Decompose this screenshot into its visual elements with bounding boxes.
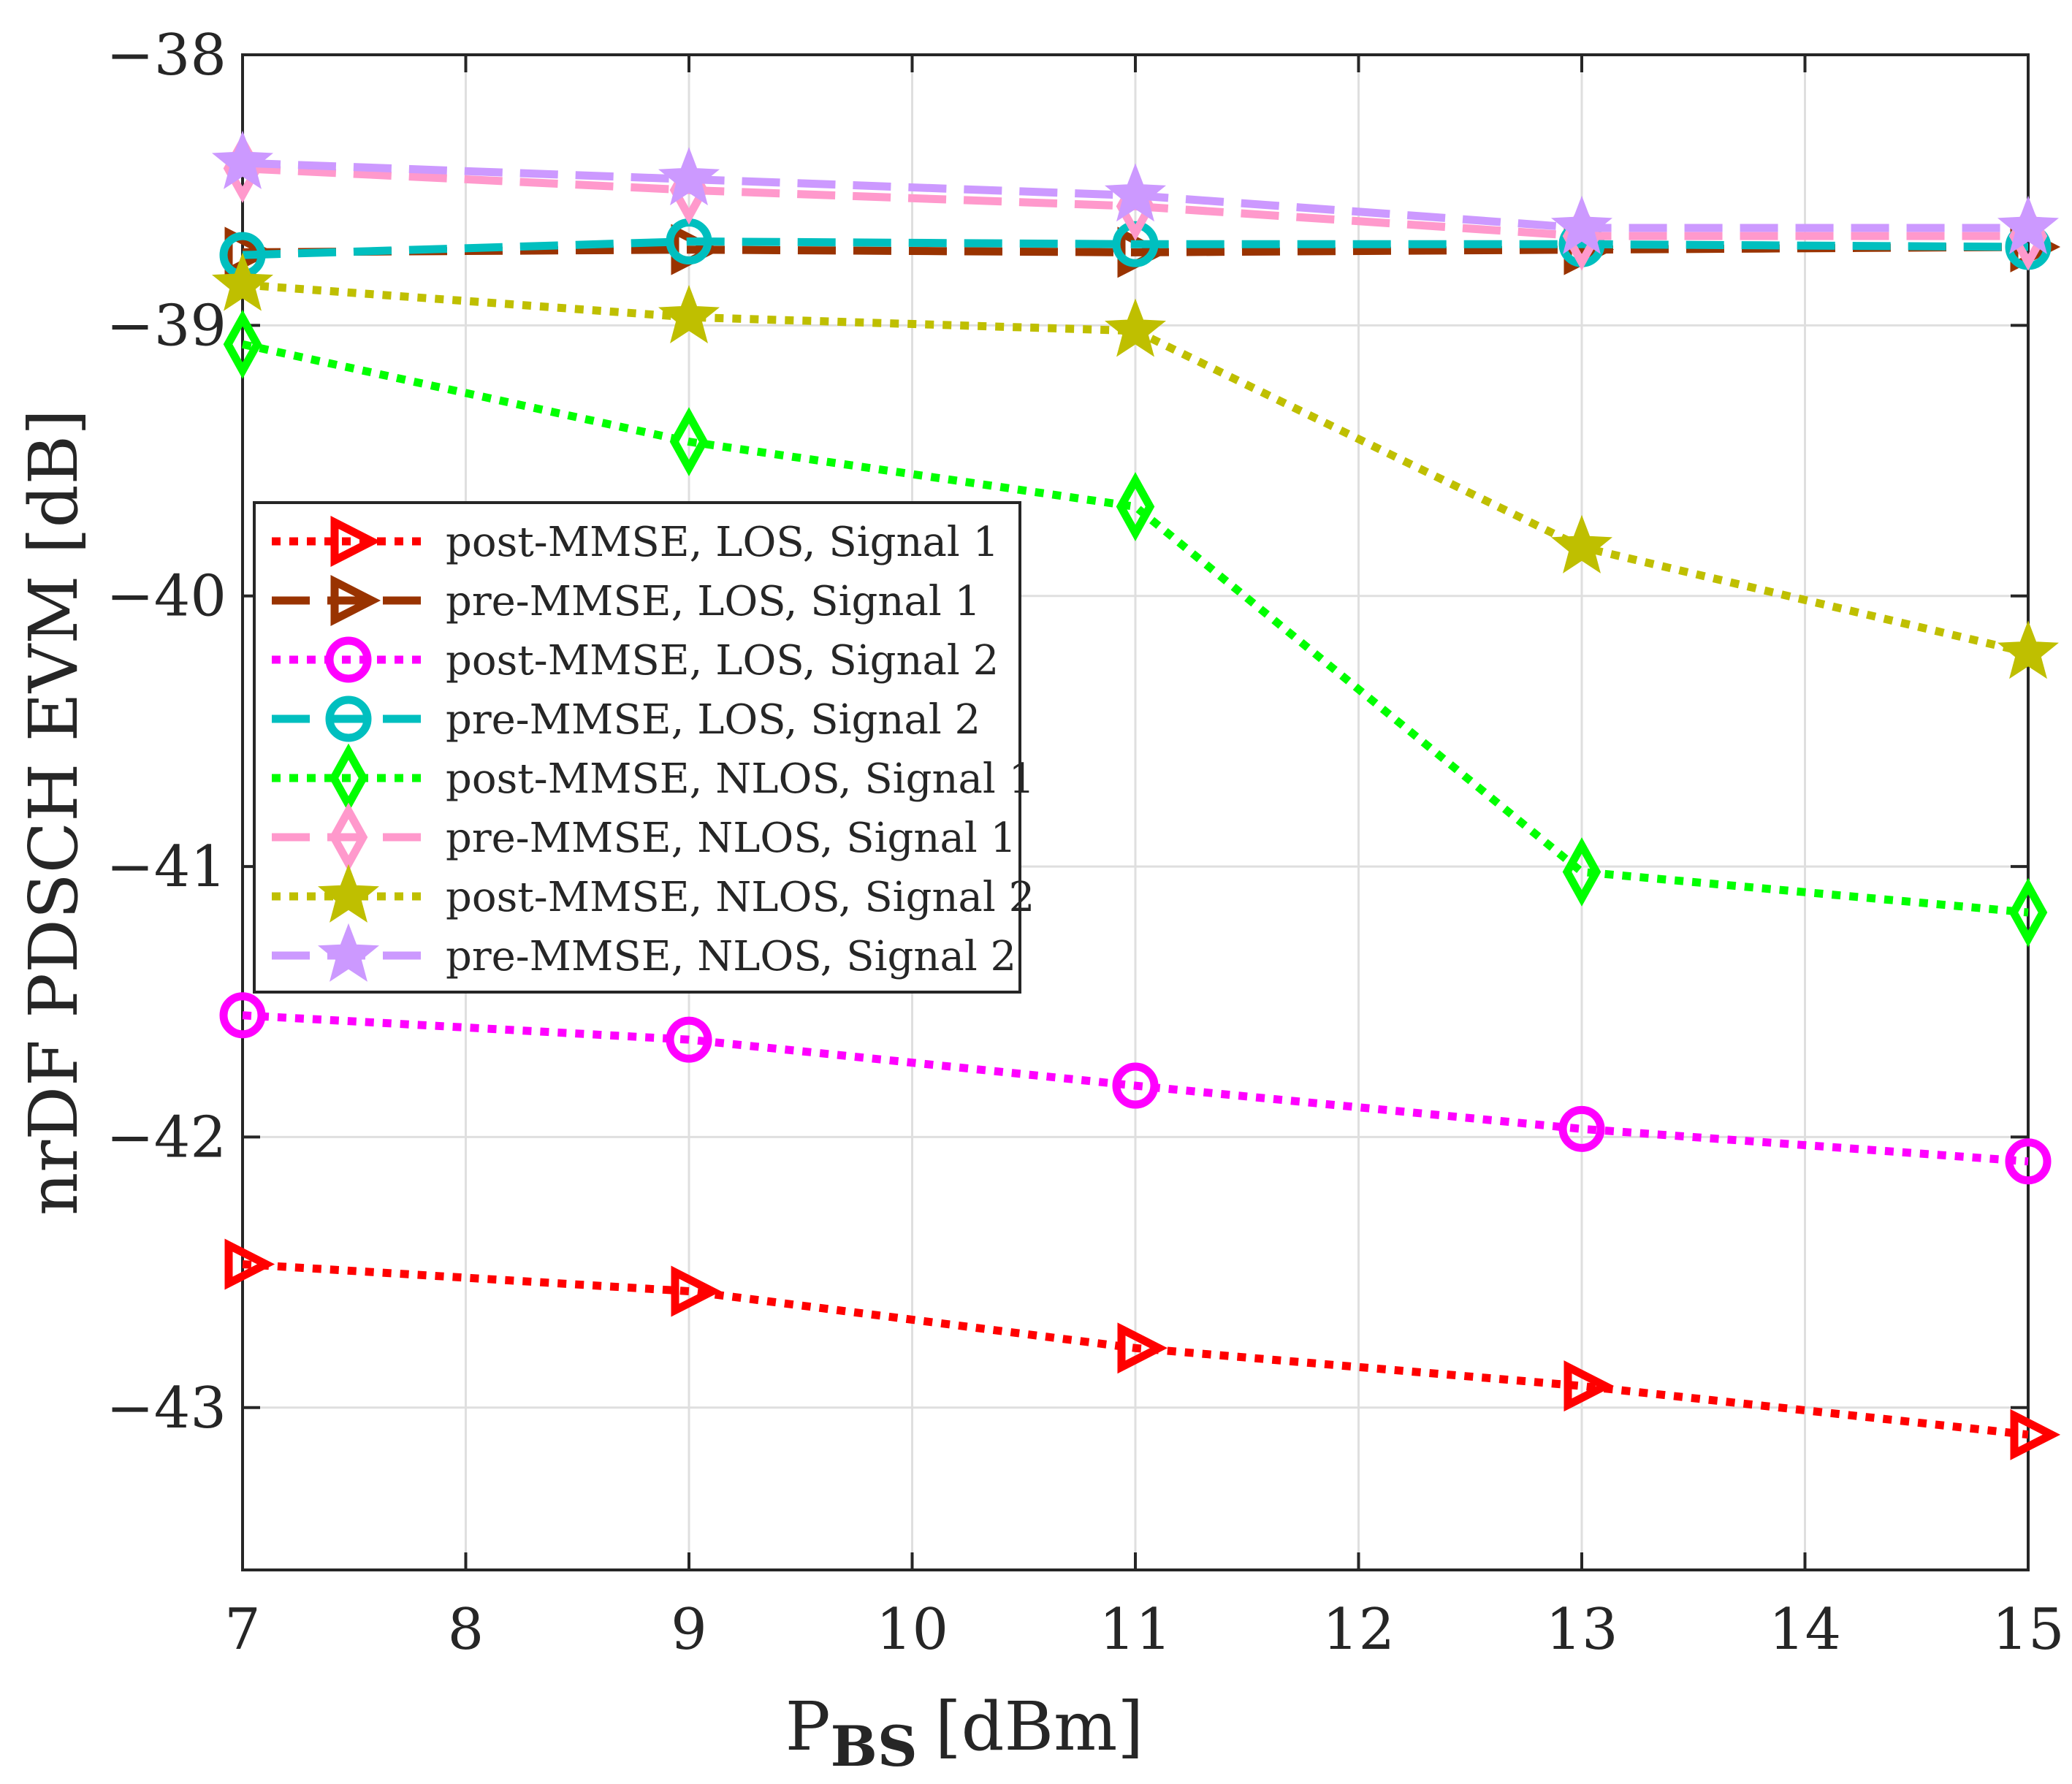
legend-label: pre-MMSE, LOS, Signal 1 [446, 578, 980, 625]
series-3 [219, 992, 2052, 1185]
data-point-marker [211, 252, 274, 311]
x-tick-label: 10 [876, 1597, 948, 1663]
legend-label: pre-MMSE, NLOS, Signal 2 [446, 933, 1016, 980]
data-point-marker [224, 1238, 275, 1290]
data-point-marker [1112, 1062, 1159, 1109]
series-line [242, 237, 2029, 259]
data-point-marker [2005, 1138, 2052, 1185]
series-layer [211, 130, 2061, 1460]
data-point-marker [1104, 163, 1167, 222]
series-line [242, 1260, 2029, 1439]
legend-entry: post-MMSE, LOS, Signal 2 [272, 636, 999, 685]
data-point-marker [2008, 877, 2048, 948]
legend-marker [329, 802, 368, 872]
legend-entry: post-MMSE, LOS, Signal 1 [272, 516, 999, 567]
series-line [242, 243, 2029, 256]
series-1 [224, 1238, 2061, 1460]
y-axis-title: nrDF PDSCH EVM [dB] [15, 409, 93, 1216]
series-line [242, 281, 2030, 657]
series-5 [223, 309, 2048, 948]
data-point-marker [1997, 620, 2060, 679]
legend-entry: pre-MMSE, LOS, Signal 2 [272, 695, 980, 744]
legend-marker [318, 864, 379, 923]
data-point-marker [671, 1265, 722, 1317]
data-point-marker [1563, 1360, 1615, 1412]
legend-entry: post-MMSE, NLOS, Signal 2 [272, 864, 1035, 923]
data-point-marker [1116, 472, 1155, 541]
x-tick-label: 7 [224, 1597, 261, 1663]
data-point-marker [1550, 195, 1613, 254]
y-tick-label: −40 [106, 564, 226, 630]
x-tick-label: 9 [671, 1597, 707, 1663]
data-point-marker [658, 147, 720, 206]
x-tick-label: 8 [448, 1597, 484, 1663]
legend-marker [325, 636, 372, 683]
data-point-marker [1562, 837, 1601, 907]
legend: post-MMSE, LOS, Signal 1 pre-MMSE, LOS, S… [253, 501, 1035, 994]
data-point-marker [666, 1016, 712, 1063]
x-tick-label: 13 [1545, 1597, 1618, 1663]
legend-label: pre-MMSE, LOS, Signal 2 [446, 696, 980, 744]
y-tick-label: −41 [106, 834, 226, 900]
legend-marker [330, 575, 381, 626]
series-line [242, 1011, 2029, 1166]
legend-box [253, 501, 1021, 994]
series-7 [211, 252, 2060, 679]
series-line [241, 340, 2029, 917]
data-point-marker [2010, 1408, 2061, 1460]
legend-marker [325, 695, 372, 742]
data-point-marker [223, 309, 262, 379]
data-point-marker [1117, 1322, 1168, 1374]
x-tick-label: 15 [1992, 1597, 2064, 1663]
legend-label: post-MMSE, LOS, Signal 1 [446, 519, 999, 566]
legend-entry: pre-MMSE, NLOS, Signal 1 [272, 802, 1016, 872]
data-point-marker [219, 992, 266, 1039]
legend-marker [318, 923, 379, 982]
y-tick-label: −43 [106, 1376, 226, 1441]
data-point-marker [669, 407, 709, 476]
x-tick-label: 14 [1769, 1597, 1841, 1663]
x-axis-title-subscript: BS [831, 1714, 918, 1779]
legend-label: post-MMSE, NLOS, Signal 2 [446, 874, 1035, 921]
y-tick-label: −42 [106, 1105, 226, 1170]
legend-label: post-MMSE, LOS, Signal 2 [446, 637, 999, 685]
legend-entry: post-MMSE, NLOS, Signal 1 [272, 743, 1035, 813]
data-point-marker [1550, 514, 1613, 573]
x-tick-label: 11 [1099, 1597, 1171, 1663]
x-axis-title-unit: [dBm] [935, 1688, 1144, 1766]
x-axis-title-main: P [785, 1688, 831, 1766]
data-point-marker [211, 130, 274, 189]
y-tick-label: −39 [106, 293, 226, 359]
legend-marker [330, 516, 381, 567]
y-tick-label: −38 [106, 23, 226, 88]
legend-entry: pre-MMSE, NLOS, Signal 2 [272, 923, 1016, 982]
x-tick-label: 12 [1322, 1597, 1395, 1663]
data-point-marker [658, 284, 720, 344]
legend-label: post-MMSE, NLOS, Signal 1 [446, 755, 1035, 803]
data-point-marker [1997, 195, 2060, 254]
data-point-marker [1558, 1105, 1605, 1152]
axis-ticks: 7 8 9 10 11 12 13 14 15 −43 −42 −41 −40 −39 −38 [106, 23, 2064, 1663]
data-point-marker [1104, 298, 1167, 357]
series-8 [211, 130, 2060, 254]
x-axis-title: PBS [dBm] [785, 1688, 1144, 1779]
legend-entry: pre-MMSE, LOS, Signal 1 [272, 575, 980, 626]
data-point-marker [224, 226, 275, 278]
legend-label: pre-MMSE, NLOS, Signal 1 [446, 815, 1016, 862]
